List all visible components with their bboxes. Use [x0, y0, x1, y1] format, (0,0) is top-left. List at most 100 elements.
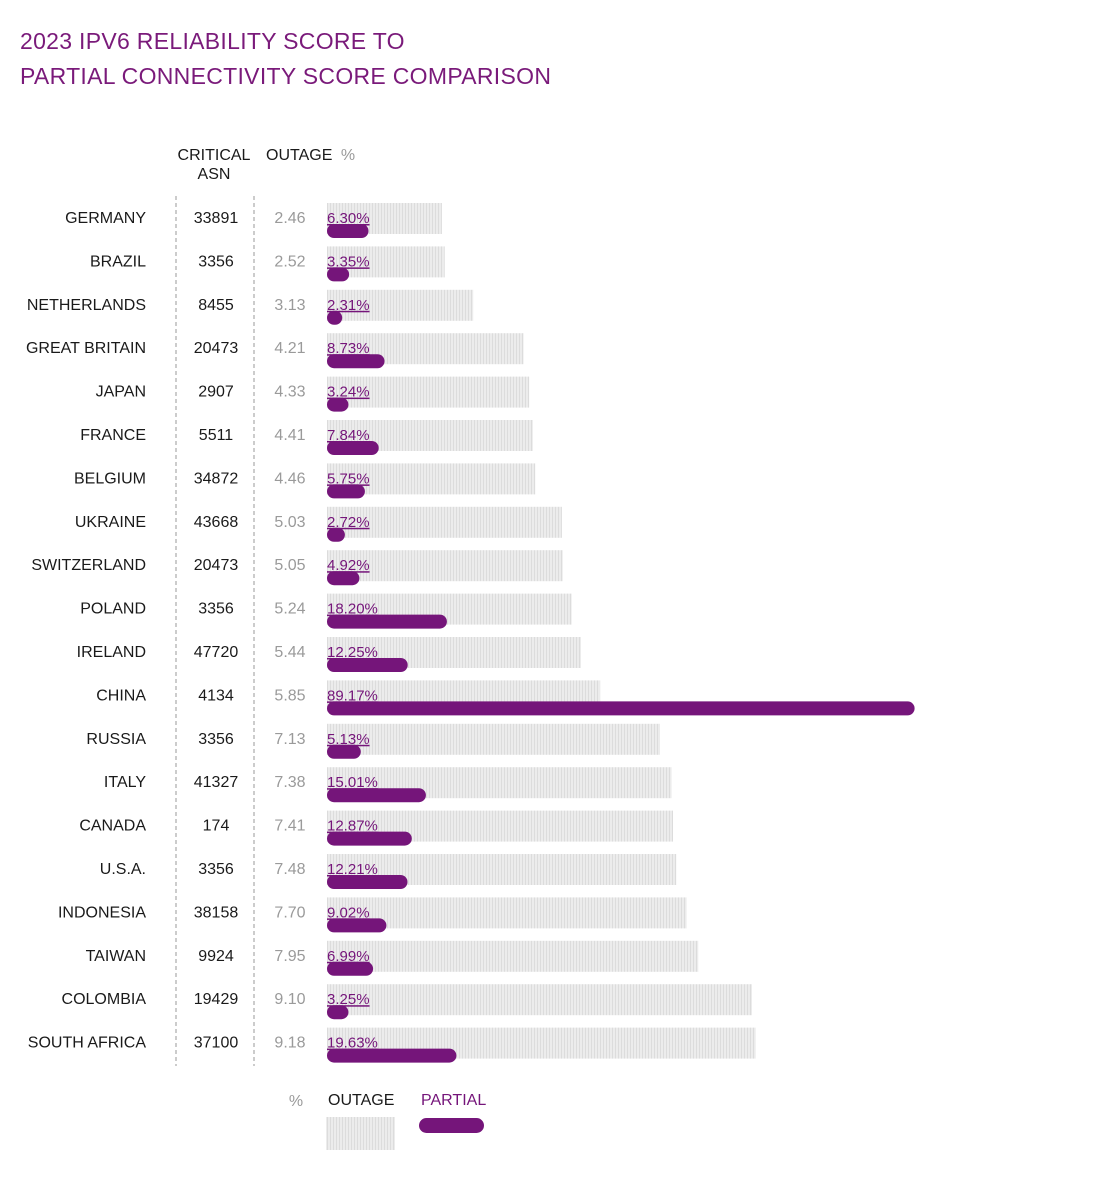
chart-row: GREAT BRITAIN 20473 4.21 8.73%	[26, 333, 524, 369]
outage-value: 4.21	[274, 340, 305, 357]
partial-label: 5.13%	[327, 731, 370, 748]
partial-bar	[327, 484, 365, 499]
chart-row: IRELAND 47720 5.44 12.25%	[77, 637, 581, 672]
asn-value: 9924	[198, 948, 234, 965]
outage-bar	[327, 940, 699, 972]
asn-value: 43668	[194, 514, 239, 531]
partial-label: 2.72%	[327, 514, 370, 531]
legend-partial-label: PARTIAL	[421, 1092, 486, 1109]
asn-value: 3356	[198, 861, 234, 878]
partial-bar	[327, 527, 345, 542]
chart-row: ITALY 41327 7.38 15.01%	[104, 767, 672, 803]
partial-bar	[327, 310, 343, 325]
partial-label: 5.75%	[327, 470, 370, 487]
outage-value: 7.13	[274, 731, 305, 748]
legend-partial-swatch	[419, 1118, 484, 1133]
legend-outage-label: OUTAGE	[328, 1092, 394, 1109]
country-label: SWITZERLAND	[31, 557, 146, 574]
country-label: CANADA	[79, 818, 146, 835]
country-label: SOUTH AFRICA	[28, 1035, 147, 1052]
title-line-1: 2023 IPV6 RELIABILITY SCORE TO	[20, 28, 405, 54]
country-label: GREAT BRITAIN	[26, 340, 146, 357]
asn-value: 20473	[194, 340, 239, 357]
chart-row: UKRAINE 43668 5.03 2.72%	[75, 506, 562, 542]
partial-label: 4.92%	[327, 557, 370, 574]
country-label: ITALY	[104, 774, 146, 791]
country-label: TAIWAN	[86, 948, 146, 965]
partial-bar	[327, 831, 412, 846]
asn-value: 41327	[194, 774, 239, 791]
partial-bar	[327, 961, 374, 976]
chart-row: RUSSIA 3356 7.13 5.13%	[86, 723, 660, 759]
partial-label: 6.30%	[327, 210, 370, 227]
country-label: FRANCE	[80, 427, 146, 444]
asn-header-line-1: CRITICAL	[178, 147, 251, 164]
outage-value: 4.41	[274, 427, 305, 444]
asn-value: 5511	[199, 427, 234, 444]
asn-value: 38158	[194, 904, 239, 921]
chart-row: BELGIUM 34872 4.46 5.75%	[74, 463, 536, 499]
outage-value: 5.03	[274, 514, 305, 531]
asn-value: 19429	[194, 991, 239, 1008]
chart-row: COLOMBIA 19429 9.10 3.25%	[62, 984, 752, 1020]
partial-label: 6.99%	[327, 948, 370, 965]
partial-label: 15.01%	[327, 774, 378, 791]
partial-bar	[327, 1048, 457, 1063]
country-label: CHINA	[96, 687, 146, 704]
asn-value: 37100	[194, 1035, 239, 1052]
chart-row: NETHERLANDS 8455 3.13 2.31%	[27, 289, 474, 325]
legend-pct: %	[289, 1093, 303, 1110]
outage-value: 5.85	[274, 687, 305, 704]
country-label: JAPAN	[96, 384, 146, 401]
outage-value: 7.70	[274, 904, 305, 921]
asn-value: 174	[203, 818, 230, 835]
partial-label: 19.63%	[327, 1035, 378, 1052]
outage-bar	[327, 376, 530, 408]
outage-value: 7.41	[274, 818, 305, 835]
outage-bar	[327, 897, 687, 929]
outage-value: 9.18	[274, 1035, 305, 1052]
country-label: BELGIUM	[74, 470, 146, 487]
outage-bar	[327, 723, 660, 755]
partial-bar	[327, 788, 426, 803]
partial-bar	[327, 354, 385, 369]
country-label: U.S.A.	[100, 861, 146, 878]
chart-row: INDONESIA 38158 7.70 9.02%	[58, 897, 687, 933]
partial-bar	[327, 701, 915, 716]
country-label: NETHERLANDS	[27, 297, 146, 314]
partial-bar	[327, 1005, 349, 1020]
legend-outage-swatch	[326, 1117, 395, 1150]
chart-row: U.S.A. 3356 7.48 12.21%	[100, 854, 677, 889]
chart-row: GERMANY 33891 2.46 6.30%	[65, 203, 442, 238]
country-label: UKRAINE	[75, 514, 146, 531]
asn-value: 3356	[198, 601, 234, 618]
chart-row: FRANCE 5511 4.41 7.84%	[80, 420, 533, 455]
outage-bar	[327, 550, 563, 582]
country-label: RUSSIA	[86, 731, 146, 748]
chart-row: CHINA 4134 5.85 89.17%	[96, 680, 915, 716]
partial-label: 12.21%	[327, 861, 378, 878]
outage-value: 5.44	[274, 644, 305, 661]
partial-label: 12.87%	[327, 818, 378, 835]
chart-title: 2023 IPV6 RELIABILITY SCORE TO PARTIAL C…	[20, 24, 551, 94]
partial-label: 12.25%	[327, 644, 378, 661]
outage-value: 5.24	[274, 601, 305, 618]
title-line-2: PARTIAL CONNECTIVITY SCORE COMPARISON	[20, 63, 552, 89]
partial-label: 3.25%	[327, 991, 370, 1008]
partial-bar	[327, 875, 408, 889]
outage-bar	[327, 984, 752, 1016]
outage-value: 4.33	[274, 384, 305, 401]
chart-row: JAPAN 2907 4.33 3.24%	[96, 376, 530, 412]
asn-value: 20473	[194, 557, 239, 574]
partial-label: 7.84%	[327, 427, 370, 444]
partial-bar	[327, 658, 408, 672]
asn-value: 4134	[198, 687, 234, 704]
partial-label: 3.35%	[327, 253, 370, 270]
partial-bar	[327, 224, 369, 238]
partial-label: 9.02%	[327, 904, 370, 921]
country-label: IRELAND	[77, 644, 146, 661]
outage-value: 3.13	[274, 297, 305, 314]
asn-value: 3356	[198, 731, 234, 748]
asn-value: 34872	[194, 470, 239, 487]
